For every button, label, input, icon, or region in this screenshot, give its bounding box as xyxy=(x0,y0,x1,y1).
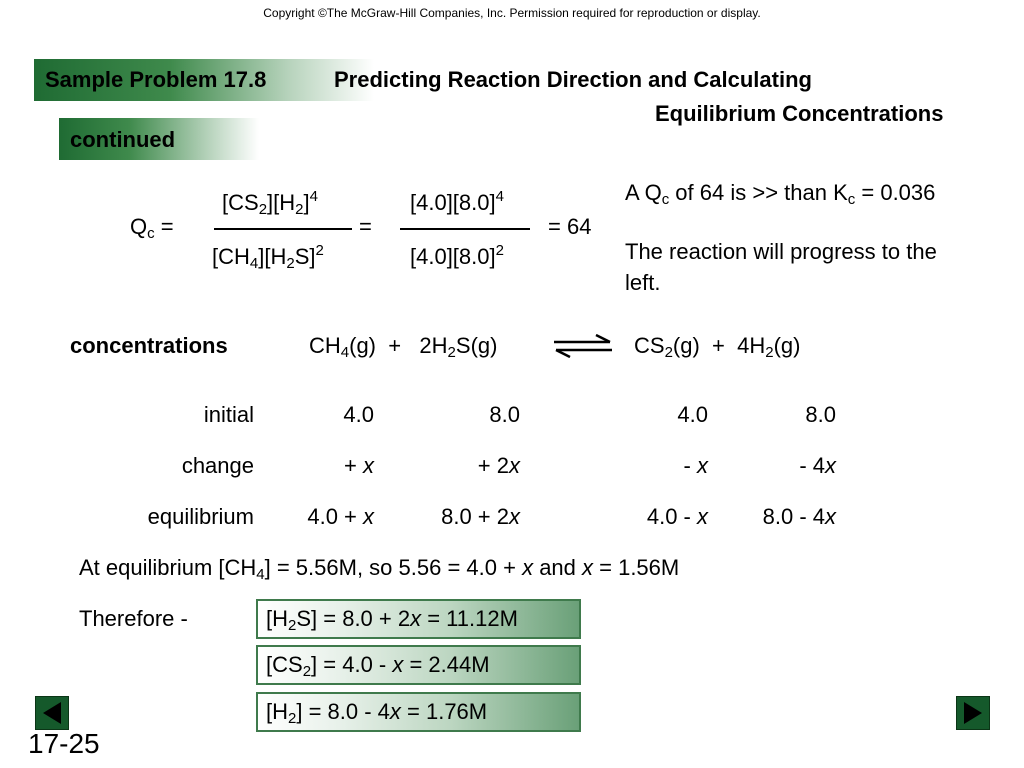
result-box-h2s xyxy=(256,599,581,639)
qc-label: Qc = xyxy=(130,214,174,242)
products: CS2(g) + 4H2(g) xyxy=(634,333,801,361)
equals-sign: = xyxy=(359,214,372,239)
qc-denominator-values: [4.0][8.0]2 xyxy=(410,242,504,269)
initial-ch4: 4.0 xyxy=(343,402,374,427)
change-cs2: - x xyxy=(683,453,708,478)
continued-bar xyxy=(59,118,259,160)
result-cs2: [CS2] = 4.0 - x = 2.44M xyxy=(266,652,490,680)
reactants: CH4(g) + 2H2S(g) xyxy=(309,333,498,361)
result-h2: [H2] = 8.0 - 4x = 1.76M xyxy=(266,699,488,727)
direction-note-line-1: The reaction will progress to the xyxy=(625,239,937,264)
row-label-change: change xyxy=(181,453,254,478)
page-title-line-2: Equilibrium Concentrations xyxy=(655,101,944,126)
next-slide-button[interactable] xyxy=(956,696,990,730)
initial-cs2: 4.0 xyxy=(677,402,708,427)
equilibrium-arrows-icon xyxy=(554,334,612,358)
qc-numerator-symbolic: [CS2][H2]4 xyxy=(222,188,318,218)
sample-problem-label: Sample Problem 17.8 xyxy=(45,67,267,92)
previous-slide-button[interactable] xyxy=(35,696,69,730)
row-label-initial: initial xyxy=(203,402,254,427)
initial-h2s: 8.0 xyxy=(489,402,520,427)
title-bar xyxy=(34,59,374,101)
result-box-cs2 xyxy=(256,645,581,685)
fraction-bar xyxy=(214,228,352,230)
triangle-left-icon xyxy=(43,702,61,724)
page-title-line-1: Predicting Reaction Direction and Calcul… xyxy=(334,67,812,92)
continued-label: continued xyxy=(70,127,176,152)
qc-numerator-values: [4.0][8.0]4 xyxy=(410,188,504,215)
result-box-h2 xyxy=(256,692,581,732)
direction-note-line-2: left. xyxy=(625,270,661,295)
equilibrium-h2s: 8.0 + 2x xyxy=(441,504,520,529)
change-h2s: + 2x xyxy=(477,453,520,478)
equilibrium-ch4: 4.0 + x xyxy=(307,504,374,529)
equilibrium-h2: 8.0 - 4x xyxy=(762,504,836,529)
copyright-notice: Copyright ©The McGraw-Hill Companies, In… xyxy=(263,6,761,20)
row-label-equilibrium: equilibrium xyxy=(147,504,254,529)
qc-vs-kc-note: A Qc of 64 is >> than Kc = 0.036 xyxy=(625,180,936,208)
fraction-bar xyxy=(400,228,530,230)
equilibrium-statement: At equilibrium [CH4] = 5.56M, so 5.56 = … xyxy=(79,555,680,583)
change-h2: - 4x xyxy=(799,453,836,478)
change-ch4: + x xyxy=(344,453,374,478)
result-h2s: [H2S] = 8.0 + 2x = 11.12M xyxy=(266,606,518,634)
therefore-label: Therefore - xyxy=(79,606,188,631)
concentrations-heading: concentrations xyxy=(70,333,228,358)
initial-h2: 8.0 xyxy=(805,402,836,427)
qc-result: = 64 xyxy=(548,214,592,239)
qc-denominator-symbolic: [CH4][H2S]2 xyxy=(212,242,324,272)
slide-number: 17-25 xyxy=(28,728,100,759)
equilibrium-cs2: 4.0 - x xyxy=(646,504,708,529)
triangle-right-icon xyxy=(964,702,982,724)
